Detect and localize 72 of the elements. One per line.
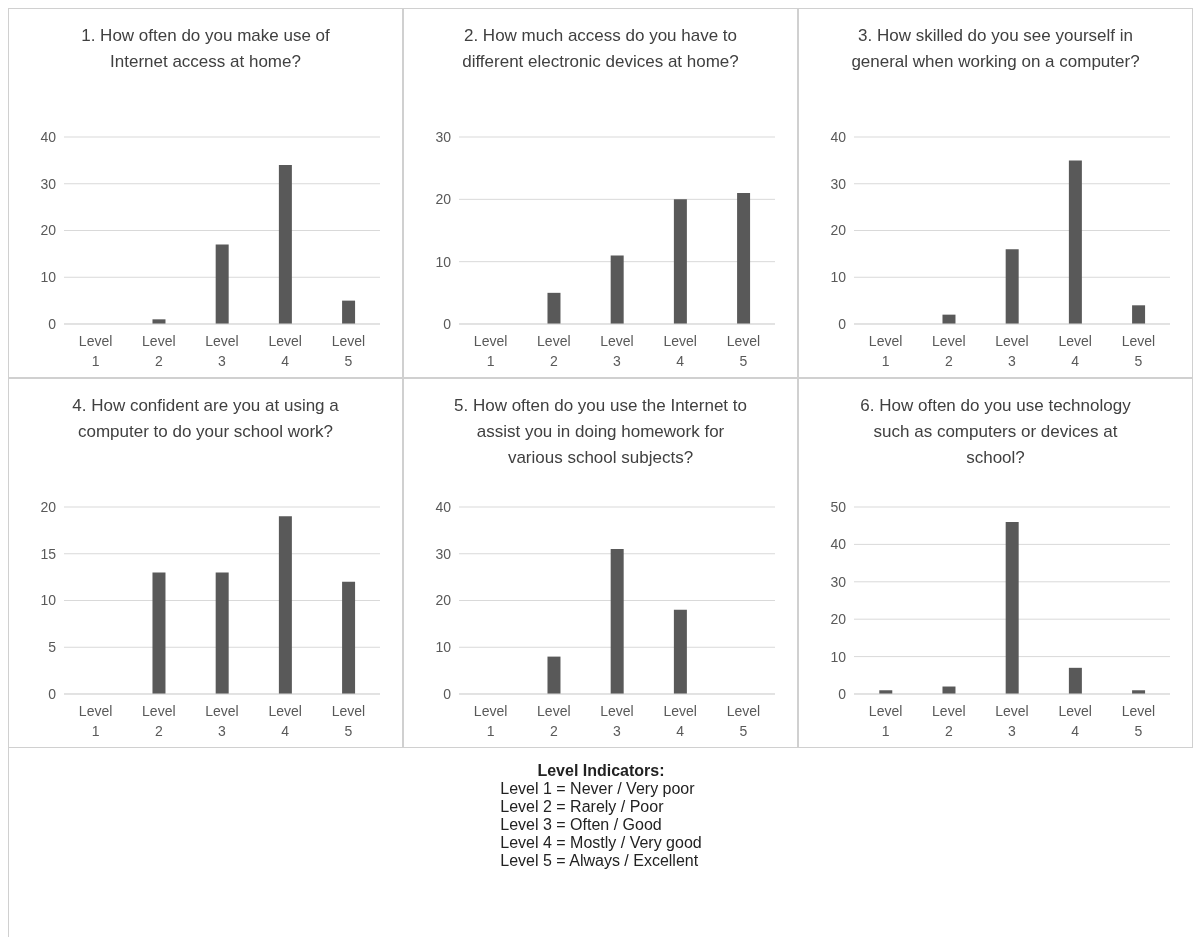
- x-tick-label: Level 3: [205, 703, 239, 739]
- x-tick-label: Level 3: [600, 333, 634, 369]
- y-tick-label: 20: [40, 222, 57, 239]
- y-tick-label: 50: [830, 498, 847, 515]
- x-tick-label: Level 2: [932, 703, 966, 739]
- y-tick-label: 30: [435, 545, 452, 562]
- x-tick-label: Level 1: [473, 333, 508, 369]
- y-tick-label: 10: [435, 253, 452, 270]
- x-tick-label: Level 5: [1121, 703, 1156, 739]
- x-tick-label: Level 1: [78, 333, 113, 369]
- y-tick-label: 0: [48, 685, 57, 702]
- x-tick-label: Level 4: [268, 703, 302, 739]
- x-tick-label: Level 1: [473, 703, 508, 739]
- x-tick-label: Level 3: [995, 703, 1029, 739]
- text: Level Indicators:: [537, 762, 665, 780]
- y-tick-label: 30: [830, 175, 847, 192]
- y-tick-label: 10: [40, 592, 57, 609]
- text: Level 2 = Rarely / Poor: [500, 798, 665, 816]
- y-tick-label: 30: [435, 128, 452, 145]
- text: Level 3 = Often / Good: [500, 816, 663, 834]
- x-tick-label: Level 5: [1121, 333, 1156, 369]
- chart-title: 2. How much access do you have to different electronic devices at home?: [461, 25, 740, 73]
- x-tick-label: Level 5: [331, 333, 366, 369]
- y-tick-label: 30: [40, 175, 57, 192]
- chart-title: 4. How confident are you at using a computer to do your school work?: [71, 395, 340, 443]
- x-tick-label: Level 1: [868, 703, 903, 739]
- text: Level 5 = Always / Excellent: [500, 852, 700, 870]
- chart-title: 6. How often do you use technology such as computers or devices at school?: [859, 395, 1132, 469]
- y-tick-label: 10: [435, 639, 452, 656]
- y-tick-label: 10: [830, 269, 847, 286]
- y-tick-label: 30: [830, 573, 847, 590]
- y-tick-label: 15: [40, 545, 57, 562]
- x-tick-label: Level 1: [78, 703, 113, 739]
- x-tick-label: Level 4: [663, 703, 697, 739]
- x-tick-label: Level 4: [663, 333, 697, 369]
- y-tick-label: 0: [443, 315, 452, 332]
- y-tick-label: 0: [838, 315, 847, 332]
- y-tick-label: 20: [40, 498, 57, 515]
- text: Level 1 = Never / Very poor: [500, 780, 696, 798]
- x-tick-label: Level 2: [142, 703, 176, 739]
- x-tick-label: Level 3: [600, 703, 634, 739]
- x-tick-label: Level 4: [1058, 703, 1092, 739]
- chart-title: 5. How often do you use the Internet to assist you in doing homework for various school subjects?: [453, 395, 748, 469]
- chart-title: 1. How often do you make use of Internet access at home?: [80, 25, 331, 73]
- x-tick-label: Level 2: [142, 333, 176, 369]
- x-tick-label: Level 5: [726, 703, 761, 739]
- x-tick-label: Level 2: [537, 333, 571, 369]
- x-tick-label: Level 5: [331, 703, 366, 739]
- y-tick-label: 40: [40, 128, 57, 145]
- x-tick-label: Level 3: [205, 333, 239, 369]
- y-tick-label: 40: [830, 128, 847, 145]
- y-tick-label: 20: [435, 191, 452, 208]
- y-tick-label: 0: [443, 685, 452, 702]
- chart-title: 3. How skilled do you see yourself in general when working on a computer?: [850, 25, 1141, 73]
- x-tick-label: Level 4: [1058, 333, 1092, 369]
- y-tick-label: 0: [48, 315, 57, 332]
- x-tick-label: Level 3: [995, 333, 1029, 369]
- x-tick-label: Level 2: [932, 333, 966, 369]
- y-tick-label: 20: [830, 222, 847, 239]
- y-tick-label: 10: [40, 269, 57, 286]
- x-tick-label: Level 2: [537, 703, 571, 739]
- y-tick-label: 20: [830, 611, 847, 628]
- text: Level 4 = Mostly / Very good: [500, 834, 702, 852]
- y-tick-label: 0: [838, 685, 847, 702]
- x-tick-label: Level 1: [868, 333, 903, 369]
- y-tick-label: 20: [435, 592, 452, 609]
- y-tick-label: 40: [830, 536, 847, 553]
- y-tick-label: 10: [830, 648, 847, 665]
- x-tick-label: Level 4: [268, 333, 302, 369]
- y-tick-label: 40: [435, 498, 452, 515]
- x-tick-label: Level 5: [726, 333, 761, 369]
- y-tick-label: 5: [48, 639, 57, 656]
